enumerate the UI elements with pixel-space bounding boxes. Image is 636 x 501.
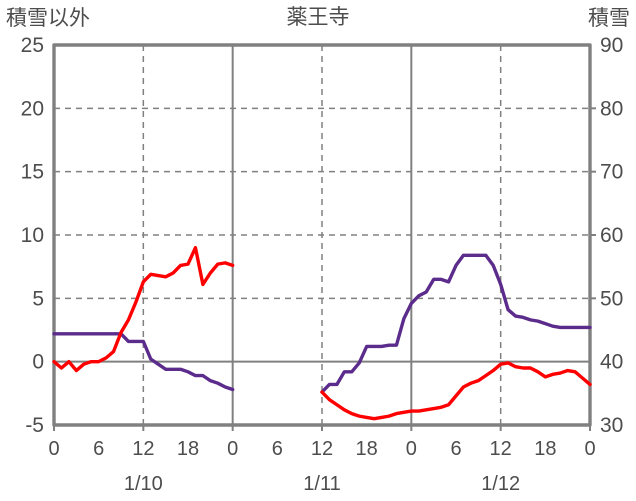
svg-text:0: 0 [48, 438, 59, 460]
svg-text:20: 20 [21, 97, 44, 120]
svg-text:25: 25 [21, 34, 44, 57]
svg-text:18: 18 [356, 438, 378, 460]
svg-text:5: 5 [32, 287, 44, 310]
svg-text:12: 12 [490, 438, 512, 460]
svg-text:0: 0 [227, 438, 238, 460]
svg-text:18: 18 [534, 438, 556, 460]
svg-text:0: 0 [32, 351, 44, 374]
svg-text:10: 10 [21, 224, 44, 247]
svg-text:1/12: 1/12 [481, 473, 520, 495]
svg-text:80: 80 [600, 97, 623, 120]
svg-text:12: 12 [132, 438, 154, 460]
svg-text:-5: -5 [25, 414, 44, 437]
svg-text:15: 15 [21, 161, 44, 184]
svg-text:1/11: 1/11 [303, 473, 340, 495]
svg-text:積雪以外: 積雪以外 [6, 7, 90, 30]
svg-text:50: 50 [600, 287, 623, 310]
svg-text:18: 18 [177, 438, 199, 460]
svg-text:30: 30 [600, 414, 623, 437]
svg-text:90: 90 [600, 34, 623, 57]
svg-text:60: 60 [600, 224, 623, 247]
svg-text:6: 6 [450, 438, 461, 460]
svg-text:0: 0 [406, 438, 417, 460]
svg-text:積雪: 積雪 [588, 7, 630, 30]
svg-text:6: 6 [272, 438, 283, 460]
svg-text:薬王寺: 薬王寺 [287, 6, 350, 29]
svg-text:12: 12 [311, 438, 333, 460]
svg-text:6: 6 [93, 438, 104, 460]
svg-text:40: 40 [600, 351, 623, 374]
svg-text:0: 0 [584, 438, 595, 460]
svg-text:1/10: 1/10 [124, 473, 163, 495]
svg-text:70: 70 [600, 161, 623, 184]
